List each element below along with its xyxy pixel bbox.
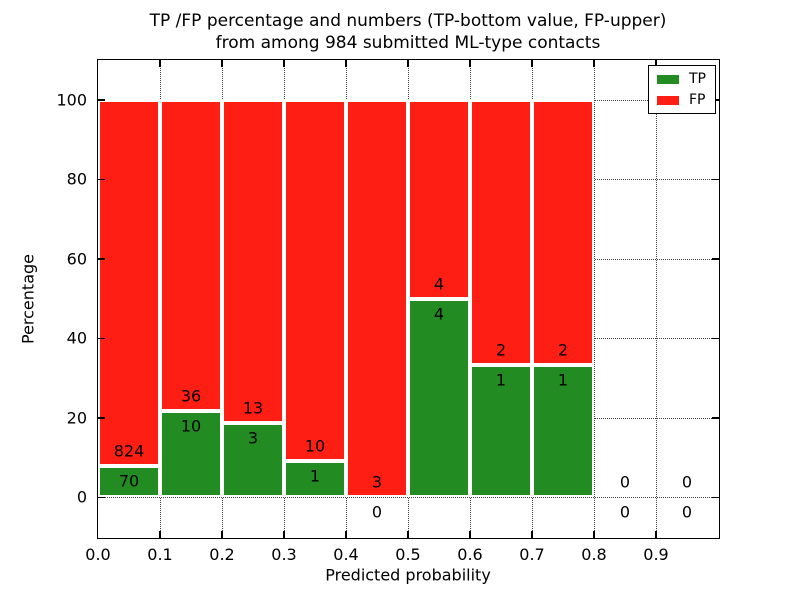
- tp-count-label: 10: [180, 416, 202, 436]
- bar-fp-segment: [532, 99, 594, 365]
- x-tickmark-bottom: [407, 531, 409, 538]
- x-tickmark-top: [407, 60, 409, 67]
- fp-count-label: 824: [113, 441, 145, 461]
- fp-count-label: 2: [557, 340, 569, 360]
- x-tickmark-bottom: [469, 531, 471, 538]
- chart-title-line-1: TP /FP percentage and numbers (TP-bottom…: [149, 11, 667, 31]
- y-tick-label: 40: [66, 328, 87, 348]
- x-tickmark-top: [159, 60, 161, 67]
- legend-item-fp: FP: [657, 93, 706, 107]
- y-tick-label: 0: [76, 487, 87, 507]
- bar-tp-segment: [284, 461, 346, 498]
- bar-fp-segment: [408, 99, 470, 299]
- x-tickmark-top: [283, 60, 285, 67]
- y-tick-label: 80: [66, 169, 87, 189]
- fp-color-swatch: [657, 95, 679, 105]
- bar-tp-segment: [532, 364, 594, 498]
- x-tick-label: 0.3: [271, 545, 297, 564]
- y-tickmark-left: [98, 178, 105, 180]
- x-tick-label: 0.5: [395, 545, 421, 564]
- legend-label: FP: [689, 92, 706, 108]
- chart-title: TP /FP percentage and numbers (TP-bottom…: [150, 10, 667, 54]
- x-tick-label: 0.9: [643, 545, 669, 564]
- bar-fp-segment: [470, 99, 532, 365]
- y-tick-label: 60: [66, 249, 87, 269]
- vertical-gridline: [594, 60, 595, 537]
- x-tick-label: 0.8: [581, 545, 607, 564]
- x-tick-label: 0.2: [209, 545, 235, 564]
- tp-color-swatch: [657, 74, 679, 84]
- y-tickmark-left: [98, 337, 105, 339]
- bar-tp-segment: [160, 410, 222, 498]
- fp-count-label: 4: [433, 274, 445, 293]
- tp-count-label: 1: [495, 370, 507, 390]
- x-tickmark-bottom: [221, 531, 223, 538]
- plot-canvas: 0.0 0.1 0.2 0.3 0.4 0.5 0.6 0.7 0.8 0.9 0 20 40 60 80 1…: [56, 60, 719, 564]
- tp-count-label: 70: [118, 471, 140, 491]
- x-tickmark-bottom: [345, 531, 347, 538]
- tp-count-label: 3: [247, 428, 259, 448]
- y-tickmark-right: [712, 337, 719, 339]
- y-tickmark-left: [98, 496, 105, 498]
- x-tick-label: 0.0: [85, 545, 111, 564]
- x-axis-label: Predicted probability: [325, 565, 491, 585]
- x-tickmark-bottom: [159, 531, 161, 538]
- bar-fp-segment: [160, 99, 222, 411]
- x-tick-label: 0.1: [147, 545, 173, 564]
- legend-item-tp: TP: [657, 72, 706, 86]
- x-tick-label: 0.4: [333, 545, 359, 564]
- bar-fp-segment: [346, 99, 408, 498]
- x-tickmark-top: [655, 60, 657, 67]
- x-tickmark-top: [469, 60, 471, 67]
- legend: TP FP: [648, 65, 716, 114]
- x-tickmark-top: [593, 60, 595, 67]
- vertical-gridline: [656, 60, 657, 537]
- fp-count-label: 0: [619, 472, 631, 492]
- x-tickmark-bottom: [531, 531, 533, 538]
- x-tickmark-top: [221, 60, 223, 67]
- y-tickmark-left: [98, 99, 105, 101]
- tp-count-label: 0: [681, 502, 693, 522]
- y-tickmark-left: [98, 258, 105, 260]
- bar-tp-segment: [408, 298, 470, 498]
- bar-fp-segment: [284, 99, 346, 462]
- x-tick-label: 0.6: [457, 545, 483, 564]
- fp-count-label: 10: [304, 436, 326, 456]
- x-tickmark-bottom: [655, 531, 657, 538]
- fp-count-label: 0: [681, 472, 693, 492]
- tp-count-label: 0: [619, 502, 631, 522]
- x-tickmark-top: [345, 60, 347, 67]
- plot-area: 0.0 0.1 0.2 0.3 0.4 0.5 0.6 0.7 0.8 0.9 0 20 40 60 80 1…: [56, 59, 720, 564]
- tp-count-label: 0: [371, 502, 383, 522]
- y-tickmark-right: [712, 417, 719, 419]
- y-axis-label: Percentage: [18, 253, 38, 345]
- fp-count-label: 36: [180, 386, 202, 406]
- legend-label: TP: [689, 71, 706, 87]
- fp-count-label: 13: [242, 398, 264, 418]
- x-tick-label: 0.7: [519, 545, 545, 564]
- tp-count-label: 4: [433, 304, 445, 323]
- x-tickmark-bottom: [283, 531, 285, 538]
- bar-tp-segment: [222, 422, 284, 498]
- fp-count-label: 2: [495, 340, 507, 360]
- y-tickmark-right: [712, 178, 719, 180]
- x-tickmark-top: [531, 60, 533, 67]
- y-tick-label: 20: [66, 408, 87, 428]
- x-tickmark-bottom: [593, 531, 595, 538]
- y-tickmark-left: [98, 417, 105, 419]
- y-tick-label: 100: [56, 90, 87, 110]
- tp-count-label: 1: [309, 466, 321, 486]
- y-tickmark-right: [712, 258, 719, 260]
- horizontal-gridline: [98, 497, 718, 499]
- y-tickmark-right: [712, 496, 719, 498]
- chart-title-line-2: from among 984 submitted ML-type contact…: [215, 33, 601, 53]
- bar-fp-segment: [222, 99, 284, 423]
- fp-count-label: 3: [371, 472, 383, 492]
- tp-count-label: 1: [557, 370, 569, 390]
- bar-fp-segment: [98, 99, 160, 467]
- bar-tp-segment: [98, 466, 160, 498]
- bar-tp-segment: [470, 364, 532, 498]
